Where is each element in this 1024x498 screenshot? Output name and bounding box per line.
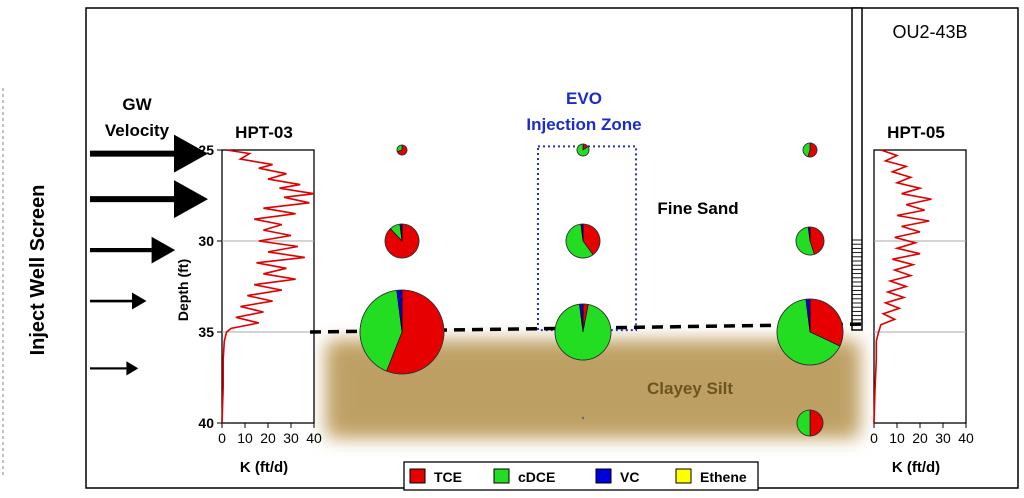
depth-tick-label: 25	[198, 142, 214, 158]
depth-axis-label: Depth (ft)	[175, 259, 191, 321]
hpt-frame	[873, 149, 967, 424]
well-screen-slots	[852, 239, 862, 325]
hpt-left-xlabel: K (ft/d)	[240, 459, 288, 476]
pie-outline	[796, 409, 824, 437]
hpt-right-xlabel: K (ft/d)	[892, 459, 940, 476]
pie-outline	[802, 142, 818, 158]
pie-chart	[802, 142, 818, 158]
hpt-right-panel: 0 10 20 30 40	[870, 149, 974, 446]
gw-velocity-label-line1: GW	[122, 95, 152, 114]
clayey-silt-layer	[326, 340, 860, 438]
gw-arrow-head	[126, 361, 139, 376]
pie-chart	[359, 289, 445, 375]
pie-outline	[565, 223, 601, 259]
gw-arrow-head	[174, 180, 208, 219]
pie-chart	[776, 298, 844, 366]
inject-well-screen-label: Inject Well Screen	[27, 185, 49, 356]
pie-chart	[554, 303, 612, 361]
legend-label: Ethene	[700, 469, 747, 485]
legend-swatch	[675, 468, 692, 484]
fine-sand-label: Fine Sand	[657, 199, 738, 218]
legend-box	[403, 461, 759, 491]
pie-outline	[576, 143, 590, 157]
gw-arrow-head	[174, 134, 208, 173]
hpt-right-title: HPT-05	[887, 123, 945, 142]
gw-velocity-arrows	[90, 134, 208, 376]
hpt-xtick-label: 30	[935, 430, 951, 446]
pie-chart	[796, 409, 824, 437]
gw-arrow-head	[132, 292, 147, 310]
trace-marker	[581, 416, 585, 420]
pie-chart	[576, 143, 590, 157]
hpt-profile-line	[873, 149, 932, 424]
pie-chart	[396, 144, 408, 156]
hpt-xtick-label: 40	[958, 430, 974, 446]
pie-charts	[359, 142, 844, 437]
gw-arrow-head	[151, 236, 176, 264]
pie-chart	[384, 223, 420, 259]
pie-outline	[396, 144, 408, 156]
injection-zone-title-line2: Injection Zone	[526, 115, 641, 134]
well-id-label: OU2-43B	[892, 22, 967, 42]
gw-arrow-shaft	[90, 150, 174, 157]
hpt-left-panel: 0 10 20 30 40	[218, 149, 322, 446]
gw-arrow-shaft	[90, 367, 127, 370]
depth-tick-label: 35	[198, 324, 214, 340]
pie-chart	[795, 226, 825, 256]
depth-tick-label: 30	[198, 233, 214, 249]
gw-arrow-shaft	[90, 299, 132, 303]
hpt-xtick-label: 10	[237, 430, 253, 446]
legend-swatch	[595, 468, 612, 484]
gw-velocity-label-line2: Velocity	[105, 121, 170, 140]
hpt-xtick-label: 20	[260, 430, 276, 446]
legend-swatch	[409, 468, 426, 484]
hpt-profile-line	[221, 149, 315, 424]
legend-swatch	[493, 468, 510, 484]
hpt-xtick-label: 10	[889, 430, 905, 446]
injection-zone-title-line1: EVO	[566, 89, 602, 108]
hpt-xtick-label: 30	[283, 430, 299, 446]
gw-arrow-shaft	[90, 248, 152, 253]
hpt-left-title: HPT-03	[235, 123, 293, 142]
clayey-silt-label: Clayey Silt	[647, 379, 733, 398]
pie-chart	[565, 223, 601, 259]
legend: TCE cDCE VC Ethene	[403, 461, 759, 491]
gw-arrow-shaft	[90, 196, 174, 203]
depth-axis-ticks: 25 30 35 40	[198, 142, 222, 431]
pie-outline	[776, 298, 844, 366]
pie-outline	[795, 226, 825, 256]
hpt-xtick-label: 40	[306, 430, 322, 446]
hpt-xtick-label: 0	[870, 430, 878, 446]
well-casing	[851, 7, 863, 331]
legend-label: TCE	[434, 469, 462, 485]
pie-outline	[359, 289, 445, 375]
pie-outline	[554, 303, 612, 361]
legend-label: cDCE	[518, 469, 555, 485]
depth-tick-label: 40	[198, 415, 214, 431]
pie-outline	[384, 223, 420, 259]
hpt-xtick-label: 0	[218, 430, 226, 446]
hpt-xtick-label: 20	[912, 430, 928, 446]
legend-label: VC	[620, 469, 639, 485]
